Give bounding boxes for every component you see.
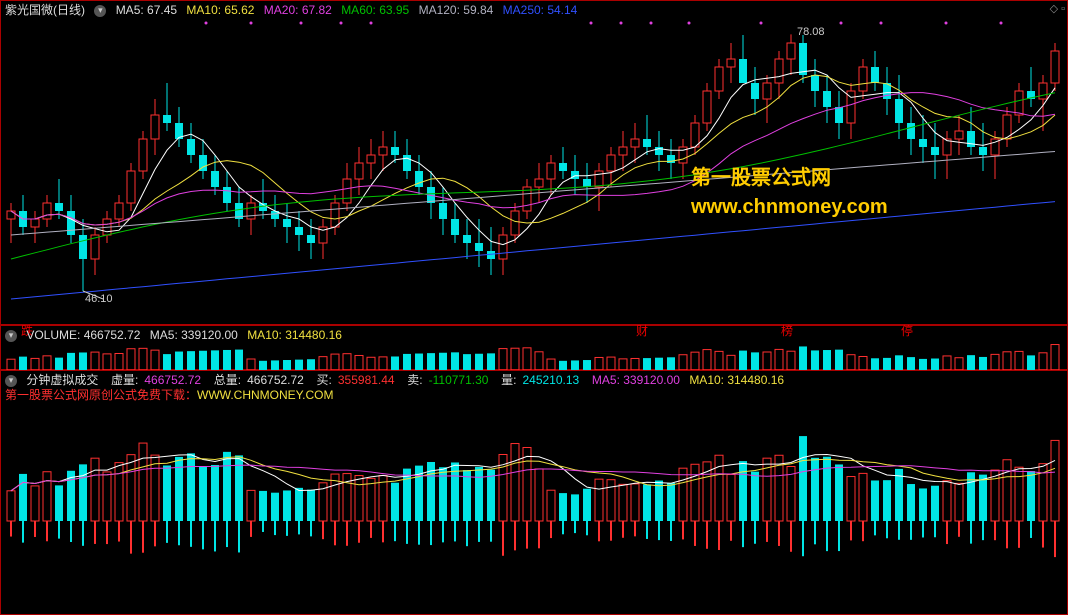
sim-zong-label: 总量:: [214, 373, 241, 387]
collapse-icon[interactable]: ▾: [5, 330, 17, 342]
sim-ma5-label: MA5: 339120.00: [592, 373, 680, 387]
high-price-tag: 78.08: [797, 26, 825, 38]
panel-controls: ◇ ▫: [1050, 2, 1065, 15]
ma5-label: MA5: 67.45: [116, 3, 177, 17]
main-candlestick-panel[interactable]: 紫光国微(日线) ▾ MA5: 67.45 MA10: 65.62 MA20: …: [0, 0, 1068, 325]
sim-buy-value: 355981.44: [338, 373, 395, 387]
vol-ma10-label: MA10: 314480.16: [247, 328, 342, 342]
sim-title: 分钟虚拟成交: [26, 373, 98, 387]
low-price-tag: 46.10: [85, 293, 113, 305]
main-chart-header: 紫光国微(日线) ▾ MA5: 67.45 MA10: 65.62 MA20: …: [5, 2, 583, 18]
ma10-label: MA10: 65.62: [186, 3, 254, 17]
ma20-label: MA20: 67.82: [264, 3, 332, 17]
simulated-volume-panel[interactable]: ▾ 分钟虚拟成交 虚量: 466752.72 总量: 466752.72 买: 355…: [0, 370, 1068, 615]
volume-label: VOLUME: 466752.72: [26, 328, 140, 342]
collapse-icon[interactable]: ▾: [94, 5, 106, 17]
stock-title: 紫光国微(日线): [5, 3, 85, 17]
sim-xu-value: 466752.72: [144, 373, 201, 387]
main-chart-svg: [1, 1, 1068, 326]
vol-ma5-label: MA5: 339120.00: [150, 328, 238, 342]
sim-sub-text: 第一股票公式网原创公式免费下载：: [5, 388, 197, 402]
sim-subheader: 第一股票公式网原创公式免费下载：WWW.CHNMONEY.COM: [5, 387, 333, 403]
ma250-label: MA250: 54.14: [503, 3, 578, 17]
ma60-label: MA60: 63.95: [341, 3, 409, 17]
close-icon[interactable]: ▫: [1061, 3, 1065, 15]
volume-header: ▾ VOLUME: 466752.72 MA5: 339120.00 MA10:…: [5, 327, 348, 343]
sim-chart-svg: [1, 371, 1068, 615]
watermark-line1: 第一股票公式网: [691, 161, 831, 190]
sim-sell-label: 卖:: [407, 373, 422, 387]
sim-net-value: 245210.13: [522, 373, 579, 387]
sim-net-label: 量:: [501, 373, 516, 387]
sim-buy-label: 买:: [317, 373, 332, 387]
sim-header: ▾ 分钟虚拟成交 虚量: 466752.72 总量: 466752.72 买: 355…: [5, 372, 790, 388]
sim-ma10-label: MA10: 314480.16: [689, 373, 784, 387]
fullscreen-icon[interactable]: ◇: [1050, 3, 1058, 15]
sim-sub-link[interactable]: WWW.CHNMONEY.COM: [197, 388, 333, 402]
watermark-line2: www.chnmoney.com: [691, 196, 888, 219]
sim-xu-label: 虚量:: [111, 373, 138, 387]
ma120-label: MA120: 59.84: [419, 3, 494, 17]
sim-zong-value: 466752.72: [247, 373, 304, 387]
sim-sell-value: -110771.30: [429, 373, 489, 387]
collapse-icon[interactable]: ▾: [5, 375, 17, 387]
